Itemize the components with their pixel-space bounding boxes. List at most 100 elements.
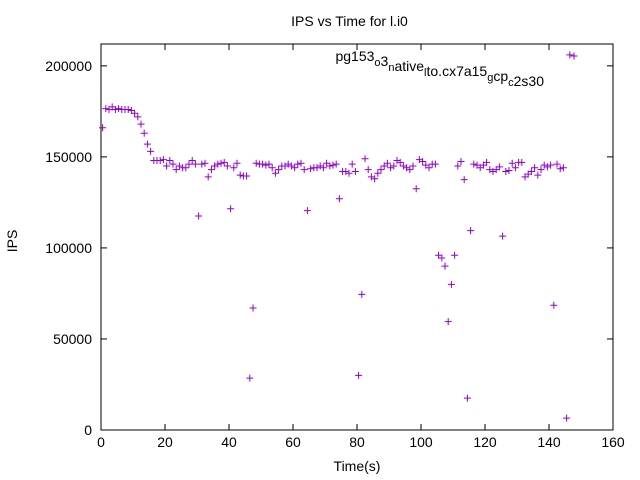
legend-label-part: 2s30	[514, 73, 545, 89]
data-point	[243, 172, 251, 180]
data-point	[220, 158, 228, 166]
data-point	[540, 161, 548, 169]
y-tick-label: 100000	[45, 240, 92, 256]
data-point	[483, 158, 491, 166]
data-point	[159, 156, 167, 164]
data-point	[518, 158, 526, 166]
data-point	[188, 157, 196, 165]
data-point	[505, 167, 513, 175]
data-point	[508, 159, 516, 167]
data-point	[534, 171, 542, 179]
data-point	[393, 157, 401, 165]
data-point	[262, 161, 270, 169]
data-point	[559, 164, 567, 172]
data-point	[547, 161, 555, 169]
data-point	[412, 185, 420, 193]
data-point	[387, 164, 395, 172]
x-axis: 0 20 40 60 80 100 120 140 160	[97, 44, 625, 450]
data-point	[543, 163, 551, 171]
data-point	[294, 160, 302, 168]
data-point	[207, 166, 215, 174]
data-point	[364, 166, 372, 174]
data-point	[268, 164, 276, 172]
y-tick-label: 50000	[53, 331, 92, 347]
data-point	[355, 371, 363, 379]
data-point	[163, 162, 171, 170]
data-point	[147, 147, 155, 155]
data-point	[300, 166, 308, 174]
x-tick-label: 120	[473, 434, 497, 450]
x-tick-label: 60	[285, 434, 301, 450]
data-point	[495, 163, 503, 171]
data-point	[460, 176, 468, 184]
data-point	[486, 166, 494, 174]
data-point	[371, 175, 379, 183]
data-point	[102, 105, 110, 113]
legend-label-part: ative	[394, 58, 424, 74]
data-point	[463, 394, 471, 402]
x-tick-label: 160	[601, 434, 625, 450]
x-axis-label: Time(s)	[334, 458, 381, 474]
data-point	[451, 251, 459, 259]
data-point	[143, 140, 151, 148]
data-point	[377, 166, 385, 174]
data-point	[406, 166, 414, 174]
data-point	[502, 167, 510, 175]
y-tick-label: 0	[84, 422, 92, 438]
data-point	[131, 109, 139, 117]
data-point	[438, 254, 446, 262]
data-point	[361, 155, 369, 163]
data-point	[326, 162, 334, 170]
x-tick-label: 0	[97, 434, 105, 450]
data-point	[156, 157, 164, 165]
data-point	[307, 165, 315, 173]
data-point	[467, 227, 475, 235]
data-point	[297, 159, 305, 167]
legend-label-part: c	[508, 77, 514, 89]
data-point	[383, 159, 391, 167]
data-point	[281, 162, 289, 170]
data-point	[470, 160, 478, 168]
y-tick-label: 150000	[45, 149, 92, 165]
data-point	[316, 162, 324, 170]
data-point	[217, 159, 225, 167]
data-point	[415, 156, 423, 164]
data-point	[313, 164, 321, 172]
data-point	[342, 167, 350, 175]
data-point	[489, 167, 497, 175]
data-point	[425, 164, 433, 172]
data-point	[284, 160, 292, 168]
legend-label-part: o	[374, 57, 380, 69]
data-point	[291, 164, 299, 172]
data-point	[124, 106, 132, 114]
data-point	[233, 159, 241, 167]
y-axis: 0 50000 100000 150000 200000	[45, 58, 613, 438]
data-point	[329, 161, 337, 169]
legend-label-part: g	[487, 72, 493, 84]
data-point	[204, 173, 212, 181]
data-point	[431, 160, 439, 168]
data-point	[351, 167, 359, 175]
data-point	[374, 169, 382, 177]
data-point	[553, 160, 561, 168]
legend-label-part: l	[424, 67, 426, 79]
legend-label-part: 3	[381, 53, 389, 69]
data-point	[236, 171, 244, 179]
data-point	[454, 162, 462, 170]
data-point	[537, 166, 545, 174]
data-point	[271, 169, 279, 177]
data-point	[348, 160, 356, 168]
data-point	[191, 160, 199, 168]
data-point	[169, 160, 177, 168]
data-point	[185, 160, 193, 168]
data-point	[246, 374, 254, 382]
y-tick-label: 200000	[45, 58, 92, 74]
x-tick-label: 20	[157, 434, 173, 450]
data-point	[447, 280, 455, 288]
data-point	[99, 124, 107, 132]
data-point	[390, 162, 398, 170]
data-point	[223, 162, 231, 170]
data-point	[511, 164, 519, 172]
